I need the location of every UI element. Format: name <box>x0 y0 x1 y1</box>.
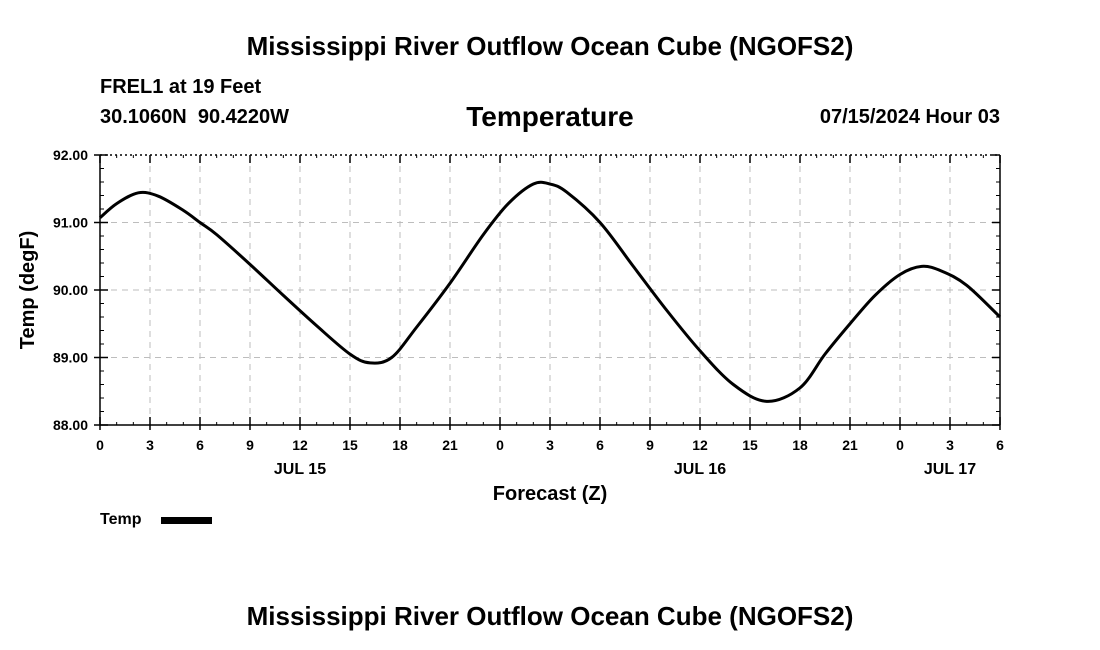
y-axis-title: Temp (degF) <box>17 231 39 350</box>
day-label: JUL 16 <box>674 461 726 478</box>
x-tick-label: 15 <box>342 437 358 453</box>
coordinates-label: 30.1060N 90.4220W <box>100 106 290 128</box>
x-tick-label: 6 <box>196 437 204 453</box>
x-tick-label: 0 <box>96 437 104 453</box>
x-tick-label: 18 <box>792 437 808 453</box>
y-tick-label: 92.00 <box>53 147 88 163</box>
x-tick-label: 0 <box>896 437 904 453</box>
x-tick-label: 12 <box>692 437 708 453</box>
y-tick-label: 91.00 <box>53 215 88 231</box>
y-tick-label: 88.00 <box>53 417 88 433</box>
y-tick-label: 89.00 <box>53 350 88 366</box>
x-tick-label: 9 <box>646 437 654 453</box>
chart-title: Mississippi River Outflow Ocean Cube (NG… <box>246 31 854 61</box>
x-tick-label: 6 <box>996 437 1004 453</box>
x-tick-label: 18 <box>392 437 408 453</box>
x-tick-label: 0 <box>496 437 504 453</box>
legend-label: Temp <box>100 511 142 528</box>
x-tick-label: 3 <box>146 437 154 453</box>
station-label: FREL1 at 19 Feet <box>100 76 262 98</box>
variable-title: Temperature <box>466 101 634 132</box>
x-tick-label: 3 <box>546 437 554 453</box>
datetime-label: 07/15/2024 Hour 03 <box>819 106 1000 128</box>
x-tick-label: 6 <box>596 437 604 453</box>
x-tick-label: 21 <box>842 437 858 453</box>
legend-swatch <box>161 517 212 524</box>
footer-title: Mississippi River Outflow Ocean Cube (NG… <box>246 601 854 631</box>
x-tick-label: 9 <box>246 437 254 453</box>
day-label: JUL 17 <box>924 461 976 478</box>
x-tick-label: 21 <box>442 437 458 453</box>
x-tick-label: 15 <box>742 437 758 453</box>
x-axis-title: Forecast (Z) <box>493 483 607 505</box>
x-tick-label: 3 <box>946 437 954 453</box>
x-tick-label: 12 <box>292 437 308 453</box>
y-tick-label: 90.00 <box>53 282 88 298</box>
series-line-temp <box>99 180 1002 403</box>
day-label: JUL 15 <box>274 461 326 478</box>
